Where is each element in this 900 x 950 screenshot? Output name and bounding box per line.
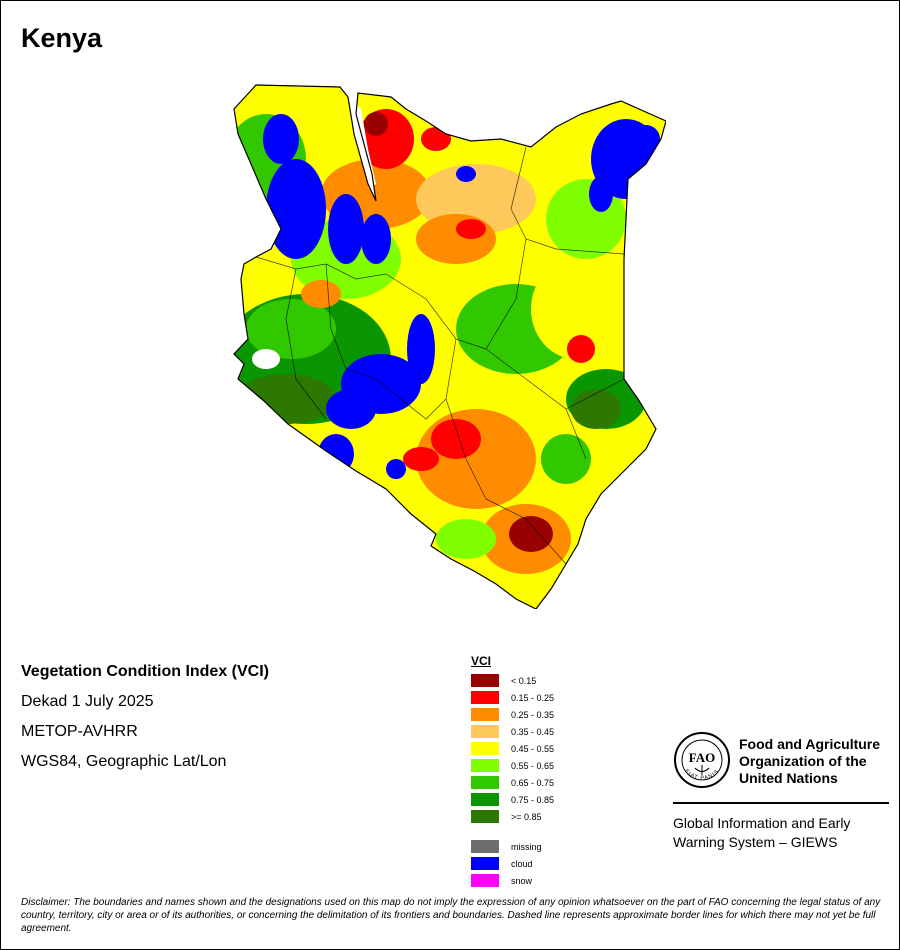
fao-logo-icon: FAO FIAT PANIS	[674, 732, 730, 788]
legend-swatch	[471, 759, 499, 772]
legend-label: 0.45 - 0.55	[511, 743, 555, 754]
legend-label: < 0.15	[511, 675, 537, 686]
index-name: Vegetation Condition Index (VCI)	[21, 663, 269, 680]
projection: WGS84, Geographic Lat/Lon	[21, 753, 227, 770]
legend-swatch	[471, 708, 499, 721]
legend-label: 0.35 - 0.45	[511, 726, 555, 737]
legend-item: >= 0.85	[471, 808, 554, 825]
legend-item: < 0.15	[471, 672, 554, 689]
fao-divider	[673, 802, 889, 804]
legend-swatch	[471, 725, 499, 738]
disclaimer-text: The boundaries and names shown and the d…	[21, 897, 881, 934]
map-title: Kenya	[21, 23, 103, 53]
legend-swatch	[471, 857, 499, 870]
legend-label: 0.75 - 0.85	[511, 794, 555, 805]
vci-legend: VCI < 0.15 0.15 - 0.25 0.25 - 0.35 0.35 - 0…	[471, 654, 554, 889]
legend-swatch	[471, 674, 499, 687]
kenya-vci-map	[233, 84, 666, 609]
legend-item: 0.55 - 0.65	[471, 757, 554, 774]
disclaimer-label: Disclaimer:	[21, 897, 71, 908]
legend-label: 0.25 - 0.35	[511, 709, 555, 720]
legend-label: 0.65 - 0.75	[511, 777, 555, 788]
legend-item: 0.75 - 0.85	[471, 791, 554, 808]
map-info: Vegetation Condition Index (VCI) Dekad 1…	[21, 657, 269, 777]
legend-item: 0.25 - 0.35	[471, 706, 554, 723]
fao-name: Food and Agriculture Organization of the…	[739, 736, 881, 786]
legend-swatch	[471, 874, 499, 887]
legend-item: cloud	[471, 855, 554, 872]
legend-swatch	[471, 776, 499, 789]
legend-heading: VCI	[471, 654, 492, 668]
legend-item: 0.65 - 0.75	[471, 774, 554, 791]
legend-swatch	[471, 840, 499, 853]
legend-label: missing	[511, 841, 542, 852]
legend-item: snow	[471, 872, 554, 889]
legend-label: snow	[511, 875, 533, 886]
legend-label: cloud	[511, 858, 533, 869]
legend-item: 0.15 - 0.25	[471, 689, 554, 706]
legend-swatch	[471, 810, 499, 823]
legend-swatch	[471, 691, 499, 704]
legend-label: >= 0.85	[511, 811, 542, 822]
legend-item: 0.35 - 0.45	[471, 723, 554, 740]
svg-text:FAO: FAO	[689, 750, 715, 765]
legend-label: 0.15 - 0.25	[511, 692, 555, 703]
legend-swatch	[471, 793, 499, 806]
legend-swatch	[471, 742, 499, 755]
period: Dekad 1 July 2025	[21, 693, 154, 710]
sensor: METOP-AVHRR	[21, 723, 138, 740]
legend-item: missing	[471, 838, 554, 855]
legend-label: 0.55 - 0.65	[511, 760, 555, 771]
giews-label: Global Information and Early Warning Sys…	[673, 815, 851, 850]
legend-item: 0.45 - 0.55	[471, 740, 554, 757]
disclaimer: Disclaimer: The boundaries and names sho…	[21, 896, 883, 935]
